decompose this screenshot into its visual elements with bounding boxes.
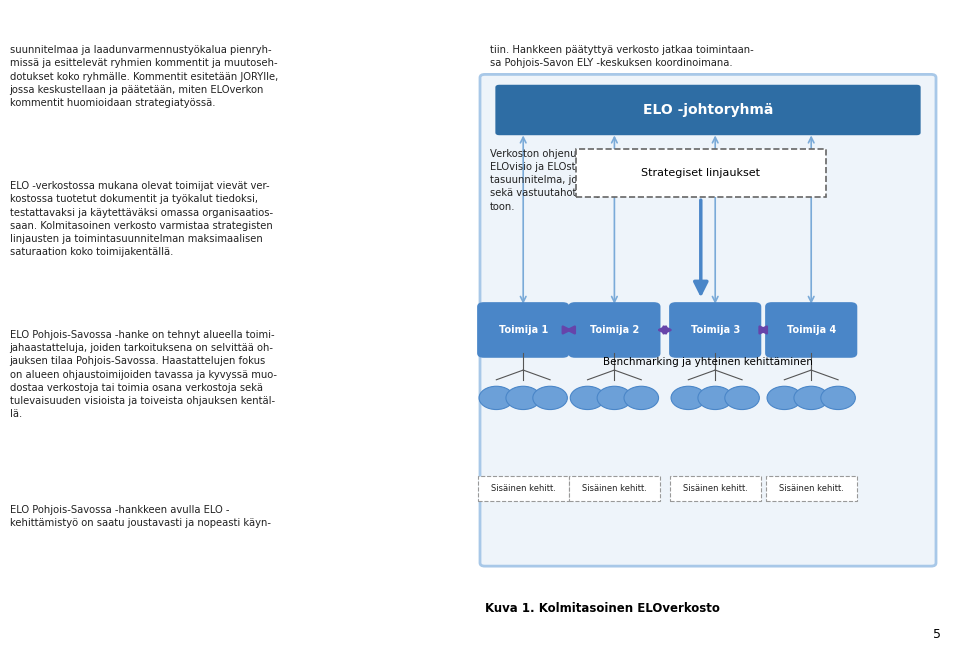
FancyBboxPatch shape: [478, 476, 568, 501]
Circle shape: [725, 386, 759, 410]
FancyBboxPatch shape: [669, 302, 761, 358]
Text: ELO Pohjois-Savossa -hanke on tehnyt alueella toimi-
jahaastatteluja, joiden tar: ELO Pohjois-Savossa -hanke on tehnyt alu…: [10, 330, 276, 419]
Circle shape: [821, 386, 855, 410]
Text: Toimija 1: Toimija 1: [498, 325, 548, 335]
FancyBboxPatch shape: [495, 85, 921, 135]
FancyBboxPatch shape: [670, 476, 760, 501]
Circle shape: [506, 386, 540, 410]
FancyBboxPatch shape: [480, 74, 936, 566]
Text: Toimija 4: Toimija 4: [786, 325, 836, 335]
FancyBboxPatch shape: [576, 149, 826, 197]
Text: ELO Pohjois-Savossa -hankkeen avulla ELO -
kehittämistyö on saatu joustavasti ja: ELO Pohjois-Savossa -hankkeen avulla ELO…: [10, 505, 271, 528]
Circle shape: [698, 386, 732, 410]
FancyBboxPatch shape: [765, 302, 857, 358]
Circle shape: [624, 386, 659, 410]
Text: Sisäinen kehitt.: Sisäinen kehitt.: [683, 484, 748, 493]
Text: ELO -verkostossa mukana olevat toimijat vievät ver-
kostossa tuotetut dokumentit: ELO -verkostossa mukana olevat toimijat …: [10, 181, 273, 257]
Text: Sisäinen kehitt.: Sisäinen kehitt.: [779, 484, 844, 493]
Text: Toimija 2: Toimija 2: [589, 325, 639, 335]
Circle shape: [597, 386, 632, 410]
FancyBboxPatch shape: [477, 302, 569, 358]
Text: Sisäinen kehitt.: Sisäinen kehitt.: [491, 484, 556, 493]
Circle shape: [479, 386, 514, 410]
Text: suunnitelmaa ja laadunvarmennustyökalua pienryh-
missä ja esittelevät ryhmien ko: suunnitelmaa ja laadunvarmennustyökalua …: [10, 45, 277, 108]
Circle shape: [767, 386, 802, 410]
Circle shape: [794, 386, 828, 410]
FancyBboxPatch shape: [568, 476, 660, 501]
Text: Benchmarking ja yhteinen kehittäminen: Benchmarking ja yhteinen kehittäminen: [603, 357, 813, 367]
Text: Sisäinen kehitt.: Sisäinen kehitt.: [582, 484, 647, 493]
Text: ELO -johtoryhmä: ELO -johtoryhmä: [643, 103, 773, 117]
FancyBboxPatch shape: [766, 476, 856, 501]
Circle shape: [671, 386, 706, 410]
Text: tiin. Hankkeen päätyttyä verkosto jatkaa toimintaan-
sa Pohjois-Savon ELY -kesku: tiin. Hankkeen päätyttyä verkosto jatkaa…: [490, 45, 754, 69]
Circle shape: [533, 386, 567, 410]
Text: 5: 5: [933, 628, 941, 641]
Text: Verkoston ohjenuorana ovat yhteisesti hyväksytyt
ELOvisio ja ELOstrategia sekä k: Verkoston ohjenuorana ovat yhteisesti hy…: [490, 149, 757, 212]
FancyBboxPatch shape: [568, 302, 660, 358]
Text: Strategiset linjaukset: Strategiset linjaukset: [641, 168, 760, 178]
Text: Toimija 3: Toimija 3: [690, 325, 740, 335]
Text: Kuva 1. Kolmitasoinen ELOverkosto: Kuva 1. Kolmitasoinen ELOverkosto: [485, 602, 720, 615]
Circle shape: [570, 386, 605, 410]
